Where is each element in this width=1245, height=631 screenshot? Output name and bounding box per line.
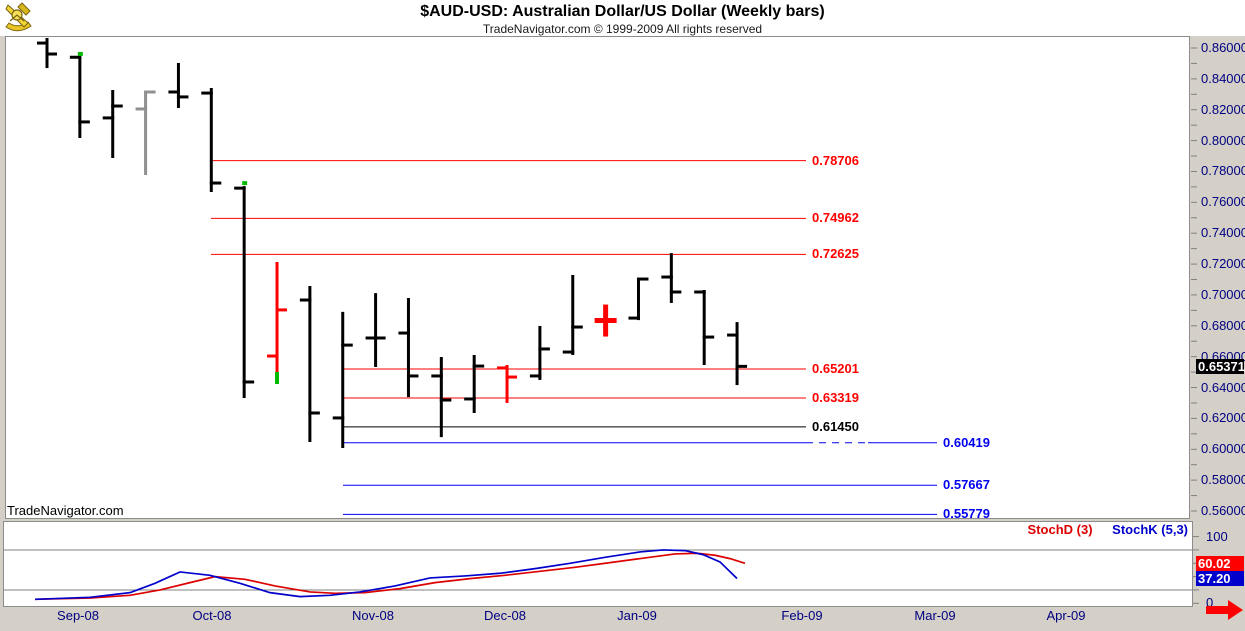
chart-subtitle: TradeNavigator.com © 1999-2009 All right… [482, 22, 763, 36]
y-axis-label: 0.84000 [1201, 70, 1245, 86]
stochastic-legend: StochD (3) StochK (5,3) [1012, 522, 1188, 537]
y-axis-label: 0.76000 [1201, 194, 1245, 210]
y-axis-label: 0.78000 [1201, 163, 1245, 179]
y-axis-label: 0.80000 [1201, 132, 1245, 148]
level-price-label: 0.63319 [812, 390, 859, 406]
x-axis-label: Feb-09 [781, 608, 823, 623]
level-price-label: 0.72625 [812, 246, 859, 262]
x-axis-label: Sep-08 [57, 608, 99, 623]
y-axis-label: 0.82000 [1201, 101, 1245, 117]
level-price-label: 0.65201 [812, 360, 859, 376]
legend-stochd: StochD (3) [1027, 522, 1093, 537]
price-axis[interactable] [1191, 36, 1245, 631]
legend-stochk: StochK (5,3) [1112, 522, 1188, 537]
title-bar: $AUD-USD: Australian Dollar/US Dollar (W… [0, 0, 1245, 36]
y-axis-label: 0.64000 [1201, 379, 1245, 395]
x-axis-label: Dec-08 [484, 608, 526, 623]
stoch-scale-100: 100 [1206, 529, 1228, 544]
y-axis-label: 0.62000 [1201, 410, 1245, 426]
y-axis-label: 0.56000 [1201, 503, 1245, 518]
stoch-scale-0: 0 [1206, 595, 1214, 610]
y-axis-label: 0.60000 [1201, 441, 1245, 457]
x-axis-label: Nov-08 [352, 608, 394, 623]
level-price-label: 0.57667 [943, 477, 990, 493]
chart-title: $AUD-USD: Australian Dollar/US Dollar (W… [420, 3, 825, 20]
y-axis-label: 0.70000 [1201, 286, 1245, 302]
y-axis-label: 0.74000 [1201, 225, 1245, 241]
level-price-label: 0.61450 [812, 418, 859, 434]
watermark: TradeNavigator.com [7, 503, 124, 518]
x-axis-label: Jan-09 [617, 608, 657, 623]
scroll-right-button[interactable] [1205, 598, 1245, 627]
level-price-label: 0.78706 [812, 152, 859, 168]
price-chart-plot-area[interactable] [5, 36, 1190, 519]
x-axis-label: Oct-08 [192, 608, 232, 623]
y-axis-label: 0.68000 [1201, 317, 1245, 333]
y-axis-label: 0.86000 [1201, 40, 1245, 55]
stochk-value-badge: 37.20 [1196, 571, 1244, 586]
right-arrow-icon [1206, 600, 1243, 620]
y-axis-label: 0.58000 [1201, 472, 1245, 488]
level-price-label: 0.55779 [943, 506, 990, 522]
current-price-badge: 0.65371 [1196, 359, 1245, 374]
x-axis-label: Apr-09 [1046, 608, 1086, 623]
level-price-label: 0.74962 [812, 210, 859, 226]
stochd-value-badge: 60.02 [1196, 556, 1244, 571]
level-price-label: 0.60419 [943, 434, 990, 450]
x-axis-label: Mar-09 [914, 608, 956, 623]
y-axis-label: 0.72000 [1201, 256, 1245, 272]
sextant-logo-icon[interactable] [2, 1, 36, 38]
